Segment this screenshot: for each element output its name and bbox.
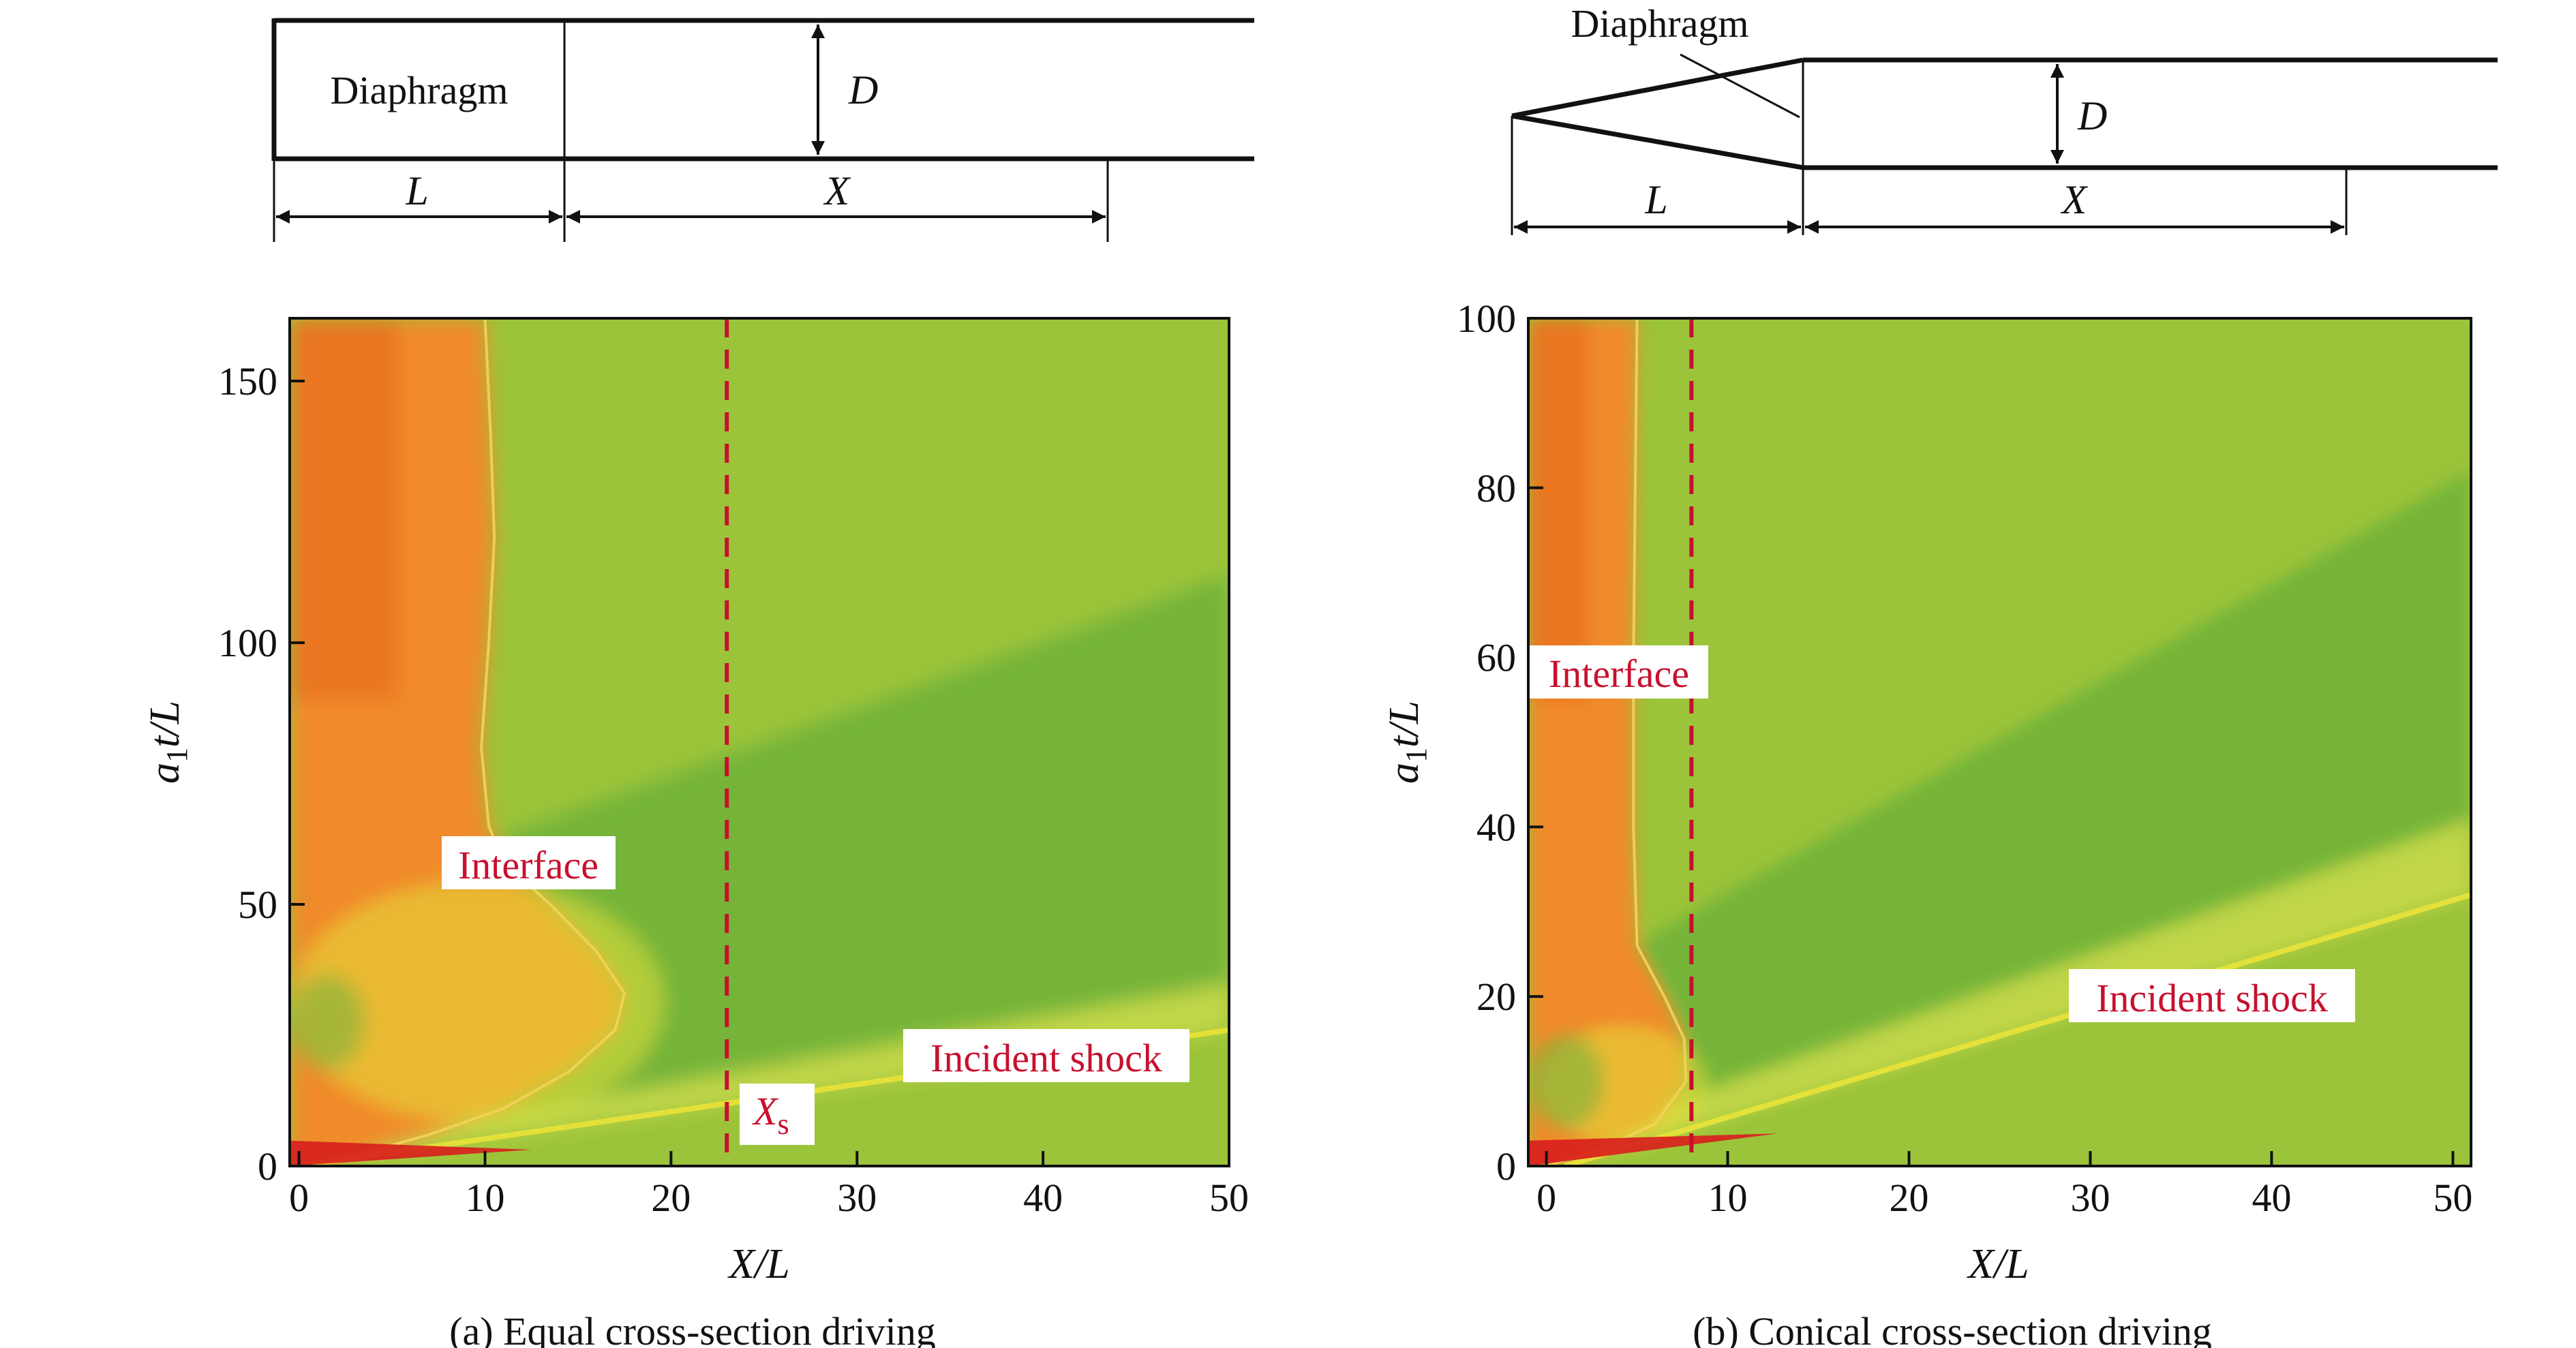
x-tick-label-a-50: 50 — [1209, 1176, 1249, 1220]
y-tick-label-b-20: 20 — [1476, 975, 1516, 1019]
y-tick-label-a-0: 0 — [258, 1144, 277, 1189]
driver-dark-region-a — [290, 318, 397, 700]
cone-lower-wall-b — [1511, 113, 1804, 170]
chart-marks-b — [1528, 318, 2471, 1166]
x-tick-label-b-20: 20 — [1890, 1176, 1929, 1220]
incident-shock-label-box-a — [903, 1029, 1189, 1082]
y-tick-label-b-100: 100 — [1457, 296, 1516, 341]
y-tick-label-b-60: 60 — [1476, 636, 1516, 680]
y-axis-label-b: a1t/L — [1381, 701, 1433, 784]
vortex-region-a — [290, 974, 365, 1070]
incident-shock-label-box-b — [2069, 969, 2355, 1022]
x-tick-label-a-20: 20 — [651, 1176, 691, 1220]
interface-label-b: Interface — [1549, 652, 1689, 696]
x-tick-label-b-40: 40 — [2252, 1176, 2291, 1220]
plot-frame-a — [288, 317, 1230, 1167]
interface-label-box-b — [1530, 645, 1708, 699]
ticks-b: 0 10 20 30 40 50 0 20 40 60 80 100 — [1457, 296, 2472, 1220]
schematic-a: Diaphragm D L X — [271, 18, 1254, 242]
y-axis-label-sub-b: 1 — [1399, 748, 1433, 763]
distance-label-a: X — [823, 168, 851, 213]
xs-main-a: X — [752, 1089, 779, 1133]
mixing-zone-a — [292, 880, 664, 1123]
y-axis-label-sub-a: 1 — [160, 748, 194, 763]
x-axis-label-a: X/L — [727, 1241, 790, 1287]
contour-field-b — [1528, 318, 2471, 1166]
xs-label-a: Xs — [752, 1089, 789, 1141]
interface-label-a: Interface — [458, 843, 598, 887]
x-tick-label-b-0: 0 — [1536, 1176, 1556, 1220]
incident-shock-label-b: Incident shock — [2096, 976, 2328, 1020]
driver-dark-region-b — [1528, 318, 1588, 700]
cone-upper-wall-b — [1511, 57, 1804, 119]
x-tick-label-a-0: 0 — [289, 1176, 309, 1220]
hot-origin-region-a — [290, 1140, 532, 1166]
y-tick-label-a-150: 150 — [218, 359, 277, 403]
shocked-gas-band-a — [299, 983, 1229, 1166]
xs-sub-a: s — [777, 1107, 789, 1141]
x-axis-label-b: X/L — [1966, 1241, 2029, 1287]
hot-origin-region-b — [1528, 1133, 1778, 1166]
x-tick-label-a-10: 10 — [466, 1176, 505, 1220]
chart-b: 0 10 20 30 40 50 0 20 40 60 80 100 Interface Incide… — [1381, 296, 2472, 1348]
schematic-b: Diaphragm D L X — [1511, 1, 2498, 235]
y-axis-label-a: a1t/L — [142, 701, 194, 784]
y-tick-label-b-40: 40 — [1476, 805, 1516, 849]
x-tick-label-b-10: 10 — [1708, 1176, 1748, 1220]
interface-line-b — [1546, 318, 1688, 1166]
contour-bands-b — [1528, 318, 2471, 1166]
x-tick-label-a-40: 40 — [1023, 1176, 1063, 1220]
interface-line-a — [299, 318, 626, 1166]
length-label-b: L — [1644, 177, 1667, 222]
diaphragm-label-b: Diaphragm — [1571, 1, 1749, 46]
y-axis-label-main-a: a — [142, 763, 188, 784]
diaphragm-leader-b — [1680, 53, 1800, 119]
ticks-a: 0 10 20 30 40 50 0 50 100 150 — [218, 359, 1249, 1220]
xs-label-box-a — [740, 1084, 815, 1145]
x-tick-label-a-30: 30 — [837, 1176, 877, 1220]
chart-a: 0 10 20 30 40 50 0 50 100 150 Interface Incident … — [142, 317, 1249, 1348]
caption-b: (b) Conical cross-section driving — [1693, 1309, 2212, 1348]
diameter-label-b: D — [2077, 93, 2107, 138]
y-axis-label-main-b: a — [1381, 763, 1427, 784]
y-tick-label-a-100: 100 — [218, 621, 277, 665]
incident-shock-label-a: Incident shock — [930, 1036, 1162, 1080]
x-tick-label-b-30: 30 — [2070, 1176, 2110, 1220]
y-axis-label-rest-a: t/L — [142, 701, 188, 748]
y-tick-label-b-80: 80 — [1476, 466, 1516, 510]
diaphragm-label-a: Diaphragm — [331, 68, 509, 112]
length-label-a: L — [405, 168, 428, 213]
y-axis-label-rest-b: t/L — [1381, 701, 1427, 748]
vortex-region-b — [1528, 1033, 1604, 1129]
diameter-label-a: D — [848, 67, 878, 112]
distance-label-b: X — [2061, 177, 2089, 222]
incident-shock-line-b — [1564, 892, 2471, 1166]
y-tick-label-a-50: 50 — [238, 883, 277, 927]
plot-frame-b — [1527, 317, 2472, 1167]
contour-field-a — [290, 318, 1229, 1166]
interface-label-box-a — [442, 836, 616, 889]
contour-bands-a — [290, 318, 1229, 1166]
y-tick-label-b-0: 0 — [1496, 1144, 1516, 1189]
x-tick-label-b-50: 50 — [2433, 1176, 2472, 1220]
caption-a: (a) Equal cross-section driving — [449, 1309, 936, 1348]
reflected-wave-wedge-b — [1601, 470, 2471, 1150]
shocked-gas-band-b — [1564, 818, 2471, 1166]
